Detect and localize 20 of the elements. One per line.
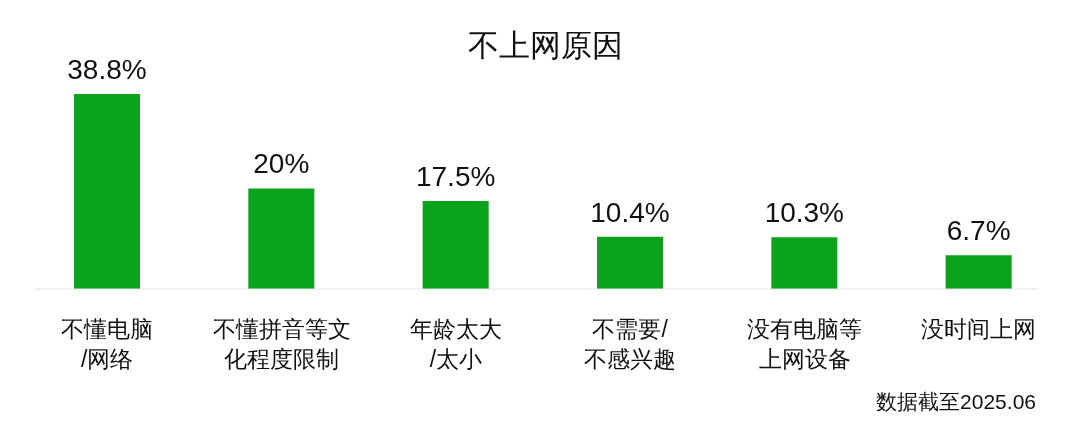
x-tick-label: 不懂电脑/网络 bbox=[61, 316, 154, 372]
data-label: 10.3% bbox=[764, 197, 845, 229]
data-label: 10.4% bbox=[590, 196, 670, 228]
text: 数据截至2025.06 bbox=[876, 390, 1036, 413]
x-tick-label: 不需要/不感兴趣 bbox=[584, 316, 677, 372]
bar bbox=[945, 255, 1012, 289]
x-tick-label: 没有电脑等上网设备 bbox=[747, 316, 862, 372]
data-label: 20% bbox=[253, 148, 310, 180]
chart-title: 不上网原因 bbox=[467, 28, 623, 63]
x-tick-label: 年龄太大/太小 bbox=[409, 316, 502, 372]
bar bbox=[597, 236, 663, 289]
x-tick-label: 没时间上网 bbox=[921, 316, 1037, 342]
bar bbox=[771, 237, 838, 289]
bar bbox=[422, 201, 489, 289]
data-label: 17.5% bbox=[415, 161, 496, 193]
x-tick-label: 不懂拼音等文化程度限制 bbox=[212, 316, 351, 372]
data-label: 6.7% bbox=[946, 215, 1011, 247]
bar bbox=[74, 94, 140, 289]
data-label: 38.8% bbox=[67, 54, 147, 85]
bar bbox=[248, 188, 315, 289]
